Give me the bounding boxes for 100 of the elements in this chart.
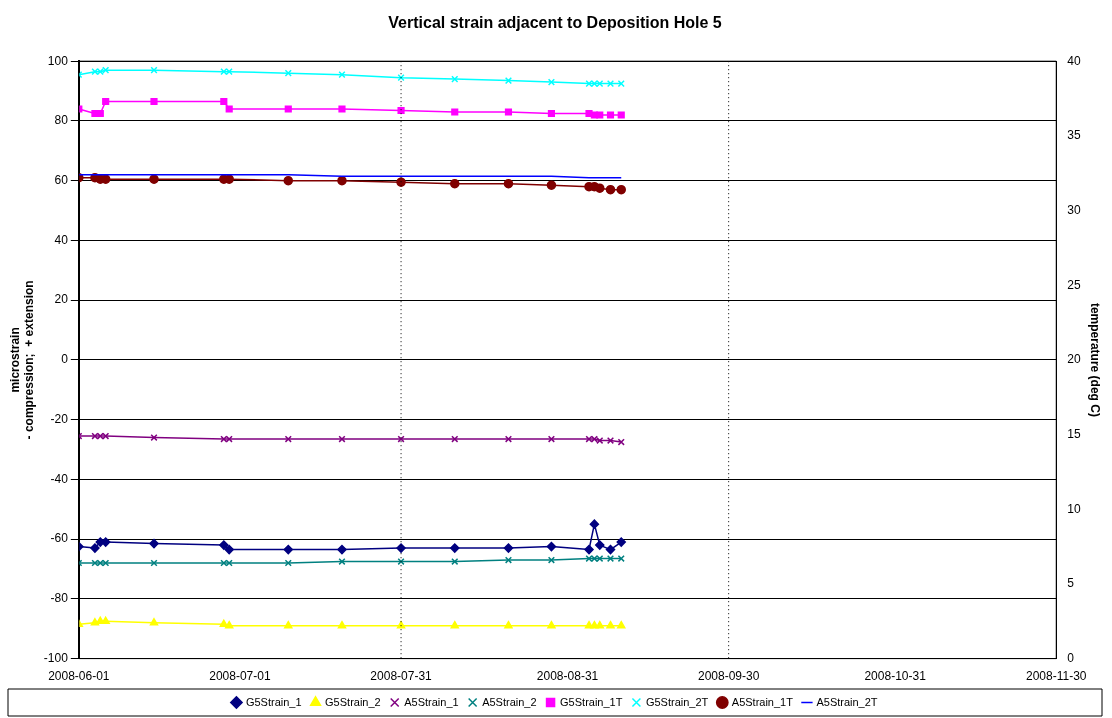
y2-tick-label: 30 <box>1067 202 1081 217</box>
point <box>220 97 228 106</box>
y-tick-label: -20 <box>50 411 69 426</box>
x-tick-label: 2008-06-01 <box>48 669 110 684</box>
point <box>616 537 626 547</box>
legend-label: A5Strain_2T <box>816 695 878 708</box>
point <box>585 435 593 443</box>
point <box>606 111 615 119</box>
point <box>96 68 104 76</box>
x-tick-label: 2008-08-31 <box>536 669 599 684</box>
x-tick-label: 2008-07-31 <box>370 669 433 684</box>
y-tick-label: -40 <box>50 471 69 486</box>
point <box>337 544 347 555</box>
point <box>504 556 513 564</box>
x-tick-label: 2008-07-01 <box>209 669 271 684</box>
chart-title: Vertical strain adjacent to Deposition Hole 5 <box>388 14 722 32</box>
point <box>397 435 405 443</box>
point <box>596 111 604 119</box>
point <box>224 544 234 555</box>
legend-label: G5Strain_2 <box>325 695 381 708</box>
point <box>102 97 110 106</box>
y-tick-label: -60 <box>50 531 69 546</box>
point <box>617 111 625 119</box>
y2-tick-label: 5 <box>1067 576 1075 591</box>
point <box>606 436 615 445</box>
y2-tick-label: 20 <box>1067 352 1081 367</box>
point <box>150 433 158 442</box>
point <box>284 620 293 629</box>
point <box>397 106 405 115</box>
point <box>595 540 605 550</box>
y-tick-label: -100 <box>43 650 69 665</box>
point <box>590 80 598 88</box>
point <box>149 174 159 184</box>
point <box>219 540 229 550</box>
y-tick-label: 60 <box>54 172 69 187</box>
point <box>606 620 615 629</box>
point <box>224 620 234 629</box>
point <box>504 620 513 629</box>
point <box>225 105 233 113</box>
point <box>546 180 557 190</box>
y2-tick-label: 0 <box>1067 650 1075 665</box>
y-tick-label: 0 <box>61 352 69 367</box>
point <box>338 557 346 566</box>
point <box>90 618 100 626</box>
point <box>338 435 346 443</box>
point <box>547 620 556 629</box>
y2-tick-label: 35 <box>1067 128 1081 143</box>
point <box>450 620 459 629</box>
y2-tick-label: 40 <box>1067 53 1081 68</box>
point <box>91 432 99 440</box>
point <box>338 105 346 113</box>
point <box>595 183 605 193</box>
y-tick-label: 80 <box>54 113 69 128</box>
y2-tick-label: 25 <box>1067 277 1081 292</box>
point <box>450 543 460 553</box>
legend-label: G5Strain_1T <box>560 695 623 708</box>
x-tick-label: 2008-10-31 <box>864 669 927 684</box>
point <box>150 97 158 106</box>
point <box>585 109 593 118</box>
x-tick-label: 2008-11-30 <box>1026 669 1087 684</box>
point <box>337 620 347 629</box>
point <box>589 519 600 529</box>
legend-label: A5Strain_1 <box>404 695 459 708</box>
point <box>595 620 604 629</box>
point <box>616 184 626 195</box>
y-axis-title: microstrain - compression; + extension <box>7 280 36 440</box>
x-tick-label: 2008-09-30 <box>697 669 760 684</box>
point <box>606 554 615 563</box>
point <box>547 109 555 118</box>
point <box>503 178 514 189</box>
point <box>547 435 555 443</box>
point <box>605 544 616 555</box>
point <box>283 175 294 186</box>
point <box>283 544 294 555</box>
point <box>503 543 514 553</box>
point <box>546 541 557 552</box>
point <box>396 177 406 187</box>
y-tick-label: -80 <box>50 591 69 606</box>
y2-tick-label: 15 <box>1067 426 1081 441</box>
point <box>337 175 347 186</box>
point <box>149 618 159 626</box>
point <box>451 108 459 116</box>
point <box>284 105 292 113</box>
point <box>584 544 594 555</box>
point <box>150 559 158 567</box>
legend-label: G5Strain_2T <box>645 695 709 708</box>
y2-axis-title: temperature (deg C) <box>1088 302 1103 417</box>
point <box>504 108 513 116</box>
y2-tick-label: 10 <box>1067 501 1081 516</box>
point <box>149 538 159 549</box>
point <box>504 435 513 443</box>
legend-label: A5Strain_1T <box>731 695 794 708</box>
y-tick-label: 40 <box>54 232 69 247</box>
point <box>547 556 555 564</box>
point <box>617 620 626 629</box>
point <box>605 184 616 195</box>
y-tick-label: 20 <box>54 292 69 307</box>
y-tick-label: 100 <box>47 53 69 68</box>
point <box>90 543 100 553</box>
point <box>450 178 460 189</box>
